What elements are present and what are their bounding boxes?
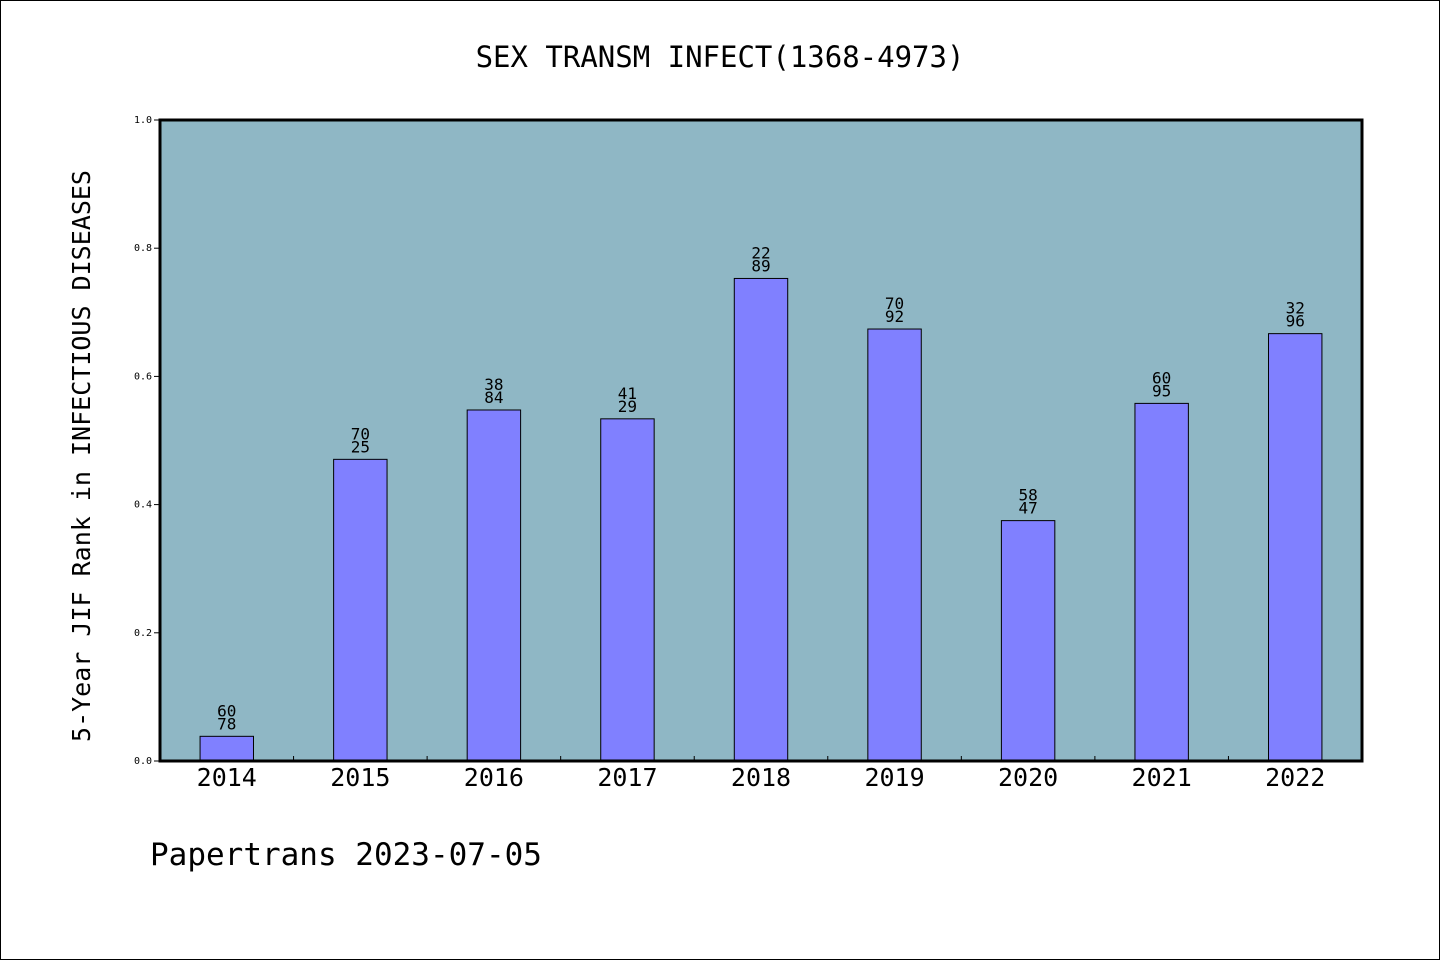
bar-2014 — [199, 735, 254, 762]
bar-2020 — [1000, 520, 1056, 762]
bars-group — [199, 277, 1323, 762]
footer-text: Papertrans 2023-07-05 — [150, 837, 542, 873]
y-axis: 0.0 0.2 0.4 0.6 0.8 1.0 — [134, 115, 160, 767]
y-tick-label-2: 0.4 — [134, 500, 152, 511]
y-tick-label-0: 0.0 — [134, 756, 152, 767]
x-tick-label-2018: 2018 — [731, 763, 791, 792]
bar-label-2019-1: 70 — [885, 294, 904, 313]
bar-2018 — [733, 277, 789, 762]
bar-label-2020-2: 47 — [1018, 499, 1037, 518]
x-tick-label-2019: 2019 — [864, 763, 924, 792]
bar-label-2021-1: 60 — [1152, 368, 1171, 387]
bar-label-2020-1: 58 — [1018, 486, 1037, 505]
bar-label-2019-2: 92 — [885, 307, 904, 326]
bar-2016 — [466, 409, 522, 762]
bar-2015 — [333, 458, 388, 762]
y-tick-label-3: 0.6 — [134, 371, 152, 382]
x-tick-label-2015: 2015 — [330, 763, 390, 792]
y-axis-label: 5-Year JIF Rank in INFECTIOUS DISEASES — [67, 170, 96, 742]
plot-area — [158, 118, 1364, 763]
bar-label-2017-1: 41 — [618, 384, 637, 403]
x-tick-label-2022: 2022 — [1265, 763, 1325, 792]
bar-label-2022-2: 96 — [1286, 312, 1305, 331]
x-tick-label-2016: 2016 — [464, 763, 524, 792]
bar-label-2014-1: 60 — [217, 701, 236, 720]
bar-label-2016-1: 38 — [484, 375, 503, 394]
bar-label-2018-2: 89 — [751, 256, 770, 275]
bar-label-2015-1: 70 — [351, 424, 370, 443]
y-tick-label-4: 0.8 — [134, 243, 152, 254]
bar-label-2021-2: 95 — [1152, 381, 1171, 400]
x-tick-label-2020: 2020 — [998, 763, 1058, 792]
bar-label-2022-1: 32 — [1286, 299, 1305, 318]
bar-2019 — [867, 328, 922, 762]
bar-label-2014-2: 78 — [217, 714, 236, 733]
bar-2022 — [1268, 333, 1323, 762]
bar-label-2018-1: 22 — [751, 243, 770, 262]
x-tick-label-2017: 2017 — [597, 763, 657, 792]
y-tick-label-5: 1.0 — [134, 115, 152, 126]
y-tick-label-1: 0.2 — [134, 628, 152, 639]
bar-2021 — [1134, 402, 1189, 762]
x-tick-label-2014: 2014 — [197, 763, 257, 792]
x-tick-label-2021: 2021 — [1132, 763, 1192, 792]
x-axis: 2014 2015 2016 2017 2018 2019 2020 2021 2022 — [197, 756, 1325, 792]
bar-label-2016-2: 84 — [484, 388, 503, 407]
bar-2017 — [600, 418, 655, 762]
bar-label-2017-2: 29 — [618, 397, 637, 416]
chart-title: SEX TRANSM INFECT(1368-4973) — [476, 40, 965, 74]
bar-label-2015-2: 25 — [351, 437, 370, 456]
